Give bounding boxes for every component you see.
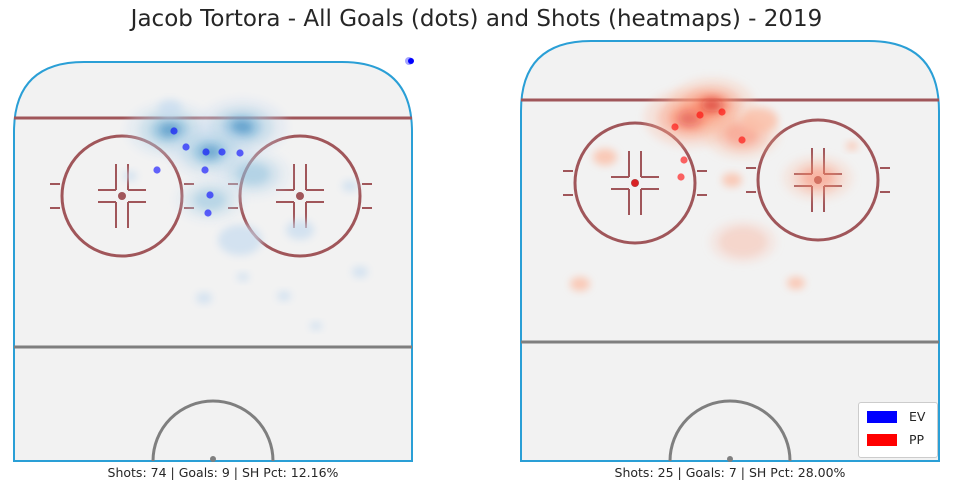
density-blob: [593, 148, 617, 166]
density-blob: [801, 167, 835, 189]
faceoff-circle: [756, 118, 880, 242]
goal-dots-left: [153, 127, 244, 217]
density-blob: [342, 180, 358, 192]
legend-swatch-pp: [867, 434, 897, 446]
density-blob: [236, 163, 270, 185]
density-blob: [193, 189, 227, 211]
goal-dot: [696, 111, 704, 119]
legend-swatch-ev: [867, 411, 897, 423]
center-circle: [151, 399, 275, 462]
heatmap-left: [123, 97, 368, 331]
chart-title: Jacob Tortora - All Goals (dots) and Sho…: [130, 6, 823, 32]
goal-dot: [680, 156, 688, 164]
density-blob: [722, 173, 742, 187]
center-circle: [668, 399, 792, 462]
density-blob: [277, 291, 291, 301]
caption-left: Shots: 74 | Goals: 9 | SH Pct: 12.16%: [107, 465, 339, 480]
density-blob: [123, 171, 137, 181]
goal-dots-right: [631, 108, 746, 187]
density-blob: [196, 292, 212, 304]
faceoff-dot: [296, 192, 304, 200]
density-blob: [846, 141, 858, 151]
density-blob: [218, 224, 262, 256]
goal-dot: [201, 166, 209, 174]
goal-dot: [408, 58, 414, 64]
density-blob: [742, 107, 778, 133]
goal-dot: [153, 166, 161, 174]
density-blob: [570, 277, 590, 291]
density-blob: [286, 220, 314, 240]
goal-dot: [170, 127, 178, 135]
rink-boards: [13, 61, 413, 462]
density-blob: [787, 276, 805, 290]
goal-dot: [206, 191, 214, 199]
caption-right: Shots: 25 | Goals: 7 | SH Pct: 28.00%: [614, 465, 846, 480]
density-blob: [718, 226, 768, 258]
goal-dot: [718, 108, 726, 116]
legend-label-pp: PP: [909, 432, 925, 447]
legend-label-ev: EV: [909, 409, 926, 424]
goal-dot: [631, 179, 639, 187]
density-blob: [231, 120, 253, 134]
legend: EV PP: [858, 402, 938, 458]
faceoff-circle: [573, 121, 697, 245]
density-blob: [158, 99, 182, 117]
center-dot: [727, 456, 733, 462]
density-blob: [310, 321, 322, 331]
faceoff-dot: [118, 192, 126, 200]
stray-goal-marker: [405, 57, 414, 65]
goal-dot: [202, 148, 210, 156]
goal-dot: [182, 143, 190, 151]
density-blob: [237, 272, 249, 282]
goal-dot: [204, 209, 212, 217]
density-blob: [352, 266, 368, 278]
goal-dot: [677, 173, 685, 181]
density-blob: [701, 98, 723, 112]
goal-dot: [236, 149, 244, 157]
goal-dot: [218, 148, 226, 156]
goal-dot: [671, 123, 679, 131]
center-dot: [210, 456, 216, 462]
goal-dot: [738, 136, 746, 144]
